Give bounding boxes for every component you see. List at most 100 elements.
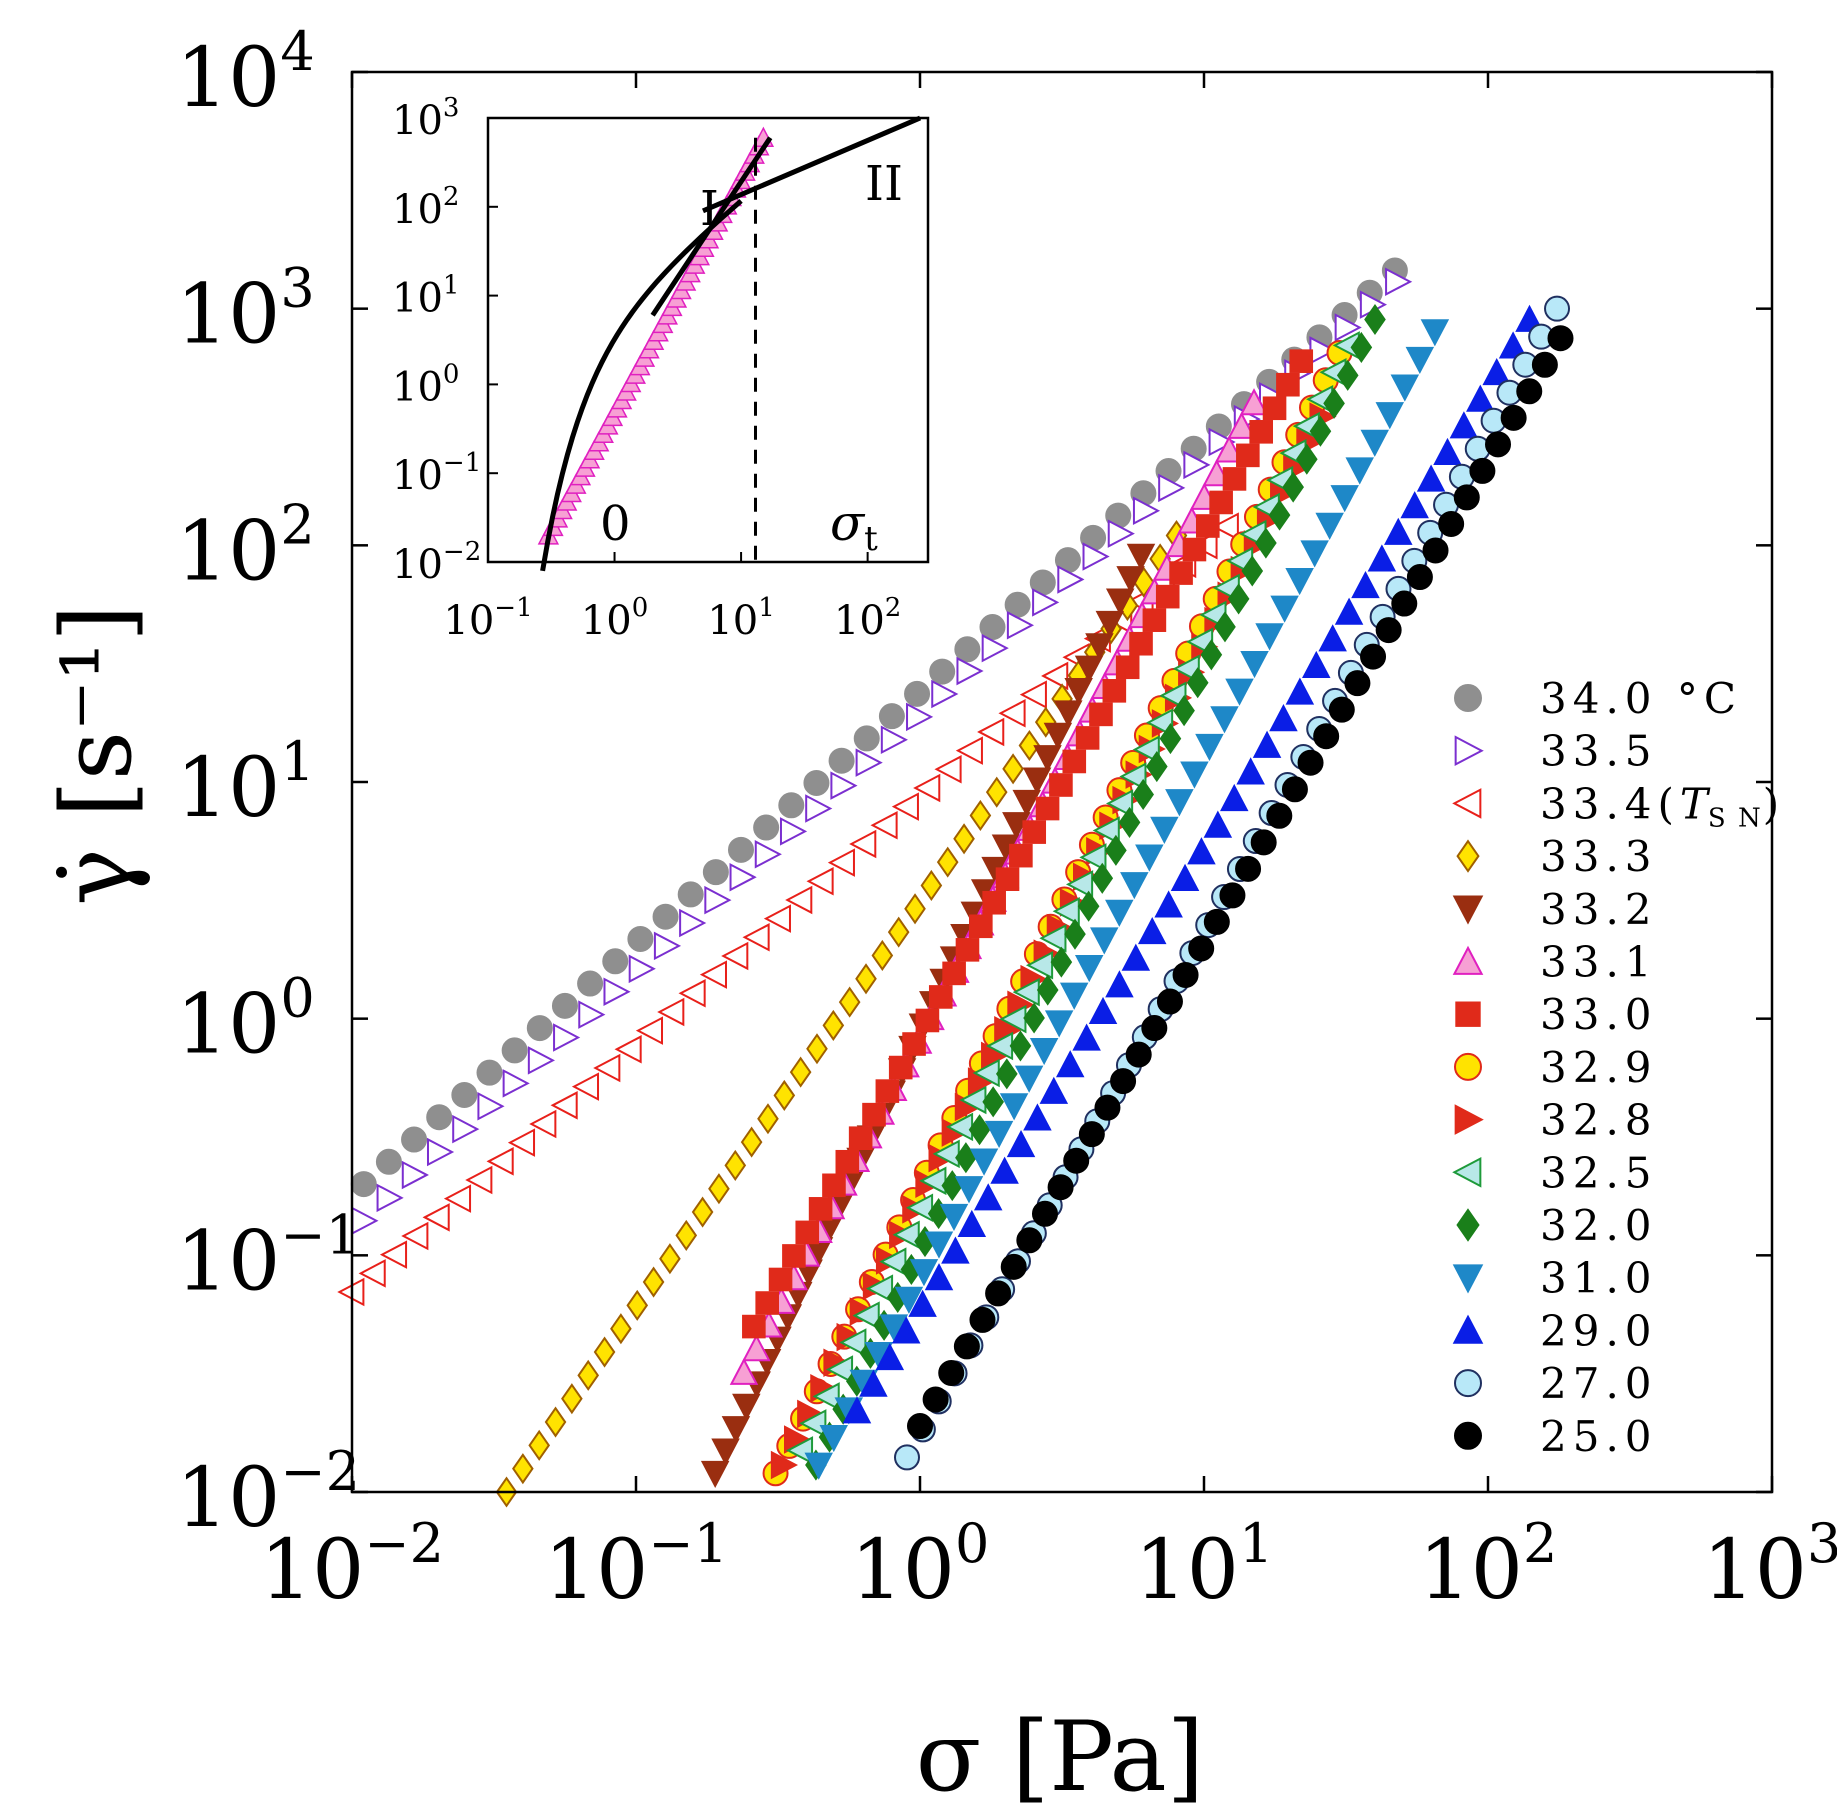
data-point: [1208, 427, 1236, 457]
data-point: [1018, 729, 1041, 762]
data-point: [904, 680, 931, 707]
data-point: [1235, 855, 1262, 882]
data-point: [1032, 588, 1060, 617]
data-point: [675, 1219, 698, 1251]
data-point: [1400, 491, 1429, 519]
data-point: [1105, 789, 1134, 818]
data-point: [806, 1033, 828, 1065]
data-point: [376, 1183, 404, 1213]
data-point: [1453, 484, 1480, 511]
data-point: [1049, 773, 1073, 797]
data-point: [1268, 499, 1291, 531]
data-point: [1033, 745, 1062, 773]
data-point: [1063, 1147, 1090, 1174]
data-point: [1057, 565, 1085, 594]
data-point: [1498, 331, 1528, 359]
data-point: [1416, 464, 1446, 492]
data-point: [711, 1438, 740, 1466]
data-point: [742, 1334, 771, 1362]
data-point: [1270, 595, 1299, 623]
data-point: [1126, 543, 1156, 571]
legend-label: 34.0 °C: [1540, 674, 1742, 723]
data-point: [659, 1243, 681, 1275]
data-point: [742, 1314, 766, 1339]
data-point: [1328, 696, 1355, 723]
data-point: [908, 1289, 937, 1317]
data-point: [1405, 346, 1435, 374]
data-point: [785, 885, 813, 915]
data-point: [422, 1203, 450, 1232]
data-point: [894, 1286, 924, 1314]
data-point: [350, 1171, 377, 1198]
data-point: [1158, 473, 1186, 503]
data-point: [1227, 583, 1250, 615]
data-point: [806, 867, 834, 896]
data-point: [953, 823, 975, 855]
data-point: [1195, 514, 1220, 538]
data-point: [1336, 359, 1359, 391]
data-point: [934, 755, 962, 784]
inset-y-tick-label: 10−2: [392, 537, 481, 588]
data-point: [1345, 457, 1374, 485]
data-point: [1173, 695, 1195, 727]
data-point: [1449, 411, 1479, 439]
data-point: [1095, 610, 1125, 639]
data-point: [1531, 351, 1558, 378]
series-29-0: [842, 304, 1544, 1424]
data-point: [729, 862, 757, 892]
data-point: [936, 846, 959, 878]
data-point: [855, 748, 883, 777]
legend-label: 31.0: [1540, 1254, 1658, 1303]
data-point: [753, 814, 780, 841]
data-point: [528, 1429, 551, 1461]
data-point: [1297, 749, 1324, 776]
data-point: [1065, 870, 1094, 899]
data-point: [1023, 1002, 1045, 1034]
data-point: [822, 1009, 845, 1041]
data-point: [1469, 457, 1496, 484]
data-point: [999, 1093, 1029, 1121]
inset-regime-label: I: [700, 181, 719, 237]
data-point: [1420, 319, 1450, 347]
data-point: [819, 1424, 849, 1453]
data-point: [871, 939, 894, 971]
inset-fit-regime-II: [702, 115, 922, 214]
data-point: [1219, 783, 1249, 812]
legend-label: 32.8: [1540, 1096, 1658, 1145]
data-point: [855, 963, 877, 995]
data-point: [1390, 374, 1420, 402]
data-point: [614, 1035, 642, 1064]
legend-entry: 33.2: [1452, 885, 1658, 934]
data-point: [1082, 542, 1110, 571]
data-point: [862, 1102, 886, 1127]
data-point: [635, 1016, 664, 1045]
data-point: [842, 1396, 872, 1424]
data-point: [928, 985, 953, 1009]
data-point: [1009, 843, 1033, 868]
data-point: [477, 1091, 505, 1121]
data-point: [1249, 420, 1273, 444]
data-point: [1077, 890, 1100, 922]
data-point: [888, 1055, 913, 1080]
data-point: [1064, 677, 1093, 706]
data-point: [875, 1342, 905, 1371]
data-point: [1318, 624, 1347, 652]
data-point: [1062, 749, 1087, 774]
data-point: [1000, 1253, 1027, 1280]
legend-label: 25.0: [1540, 1412, 1658, 1461]
data-point: [721, 941, 749, 971]
data-point: [1135, 844, 1164, 872]
legend-entry: 27.0: [1454, 1359, 1652, 1408]
data-point: [1074, 655, 1104, 683]
data-point: [1547, 325, 1574, 352]
data-point: [939, 1203, 969, 1231]
data-point: [1012, 789, 1042, 817]
legend-entry: 32.9: [1454, 1043, 1652, 1092]
data-point: [880, 725, 908, 755]
data-point: [727, 836, 754, 863]
legend-label: 33.2: [1540, 885, 1658, 934]
data-point: [1276, 372, 1300, 397]
legend-marker: [1454, 1369, 1482, 1398]
